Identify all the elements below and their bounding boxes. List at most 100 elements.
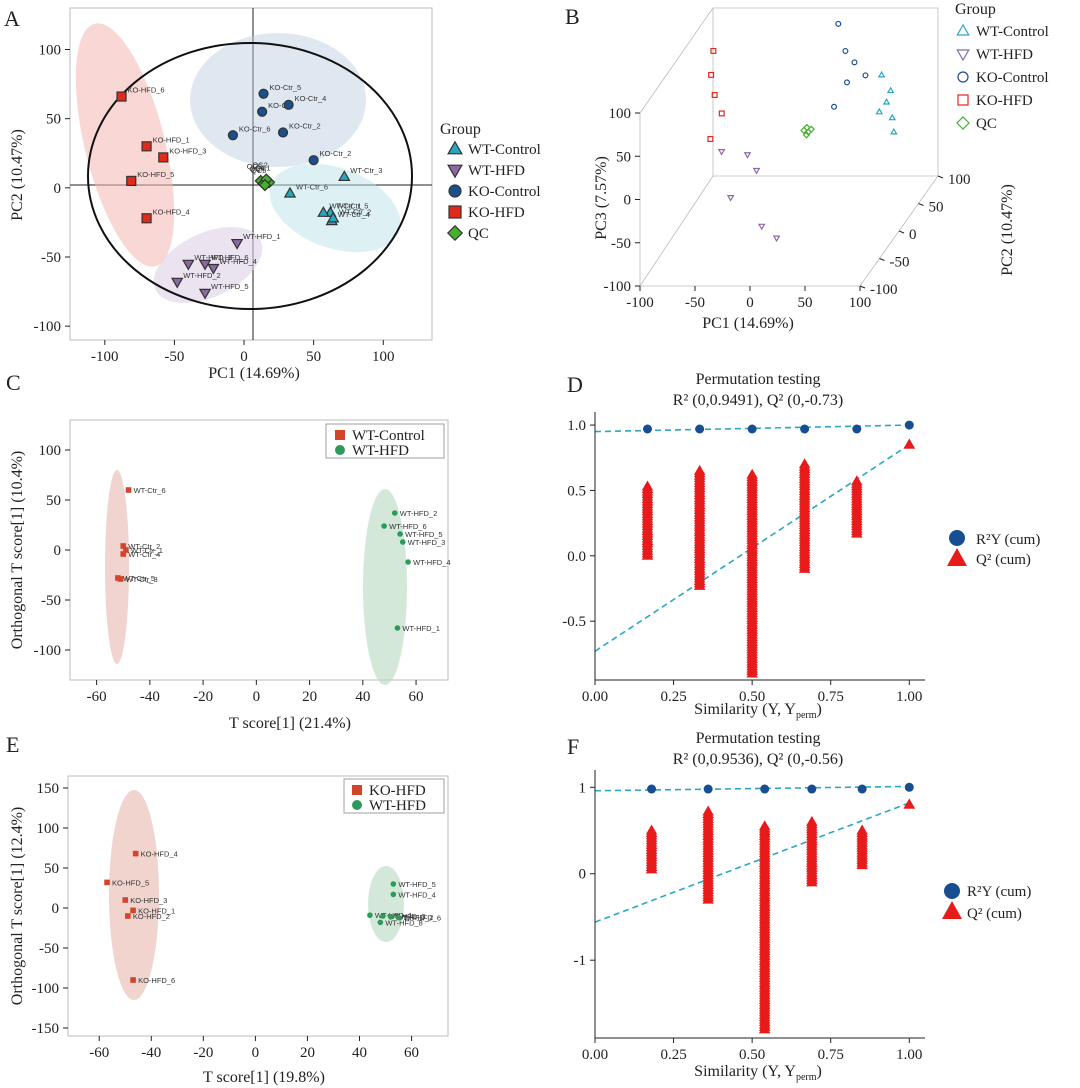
panel-e-point-label: KO-HFD_6 [138,976,175,985]
panel-c-point [394,625,401,631]
panel-a-point [141,141,152,152]
panel-d: D Permutation testing R² (0,0.9491), Q² … [562,371,1040,721]
panel-a-axes: -100 -50 0 50 100 -100 -50 0 50 100 [34,43,395,366]
panel-a-y-tick-label: 50 [46,112,61,128]
panel-a-point-label: WT-HFD_1 [243,232,280,241]
panel-b-point [711,91,718,98]
panel-e-point-label: WT-HFD_4 [398,890,436,899]
panel-a-point-label: WT-HFD_6 [211,253,249,262]
panel-e-point [387,914,394,920]
panel-e-point-label: WT-HFD_2 [396,913,434,922]
panel-d-y-tick-label: 0.5 [567,483,586,499]
panel-c-points: WT-Ctr_6 WT-Ctr_2WT-Ctr_1WT-Ctr_4 WT-Ctr_3… [115,486,451,633]
panel-e-point [122,897,129,903]
panel-b-points [707,20,898,243]
panel-a-point-label: KO-HFD_5 [137,170,174,179]
panel-a-legend-marker [447,164,463,179]
panel-a-point [126,175,137,187]
panel-a-x-tick-label: 100 [372,349,395,365]
panel-e-points: KO-HFD_4 KO-HFD_5 KO-HFD_3KO-HFD_1KO-HFD_2… [104,850,441,985]
panel-b-point [888,113,897,121]
panel-a-point [182,259,195,271]
panel-e-point-label: KO-HFD_5 [112,878,149,887]
panel-a-point-label: WT-HFD_4 [219,257,257,266]
panel-a-point-label: WT-Ctr_6 [296,182,328,191]
panel-b-point [886,86,895,94]
panel-e-x-tick-label: -20 [193,1045,213,1061]
panel-b-z-tick-label: -50 [611,236,631,252]
panel-f-r2y-point [647,784,657,794]
panel-a-point-label: KO-HFD_1 [153,135,190,144]
panel-b-legend-label: WT-HFD [976,47,1033,63]
panel-d-q2-point [851,475,863,486]
panel-a-point-label: KO-Ctr [268,101,292,110]
panel-e-legend-marker [352,785,362,795]
panel-d-axes: 0.00 0.25 0.50 0.75 1.00 -0.5 0.0 0.5 1.0 [562,412,925,705]
panel-c-legend-label: WT-Control [352,428,425,444]
panel-c-x-tick-label: 0 [253,689,261,705]
panel-d-points [594,420,916,678]
panel-b-z-tick-label: -100 [604,279,632,295]
panel-a-legend-title: Group [440,121,481,138]
panel-e-point [395,914,402,921]
panel-a-point-label: QC2 [252,161,267,170]
panel-e-ylabel: Orthogonal T score[1] (12.4%) [9,807,26,1005]
panel-e-point [380,913,386,919]
panel-a-point-label: KO-Ctr_6 [239,124,271,133]
panel-a-point [317,206,330,217]
panel-a-point [116,91,127,102]
panel-d-x-tick-label: 1.00 [896,689,922,705]
panel-f-y-tick-label: 0 [579,867,587,883]
panel-a-points: WT-Ctr_3 WT-Ctr_6 WT-Ctr_5WT-Ctr_1WT-Ctr_4… [116,83,382,300]
panel-d-legend-r2y-marker [949,530,965,546]
panel-c-point [405,559,411,565]
panel-e-point [132,850,139,857]
panel-e-xlabel: T score[1] (19.8%) [203,1069,325,1086]
panel-a-legend-label: KO-Control [468,184,541,200]
panel-b-point [802,131,811,139]
panel-a-y-tick-label: -100 [34,319,62,335]
panel-c-wt-hfd-ellipse [363,489,407,685]
panel-d-subtitle: R² (0,0.9491), Q² (0,-0.73) [673,392,843,409]
panel-b-y-tick [898,230,905,234]
panel-b-y-tick-label: -50 [890,255,910,271]
panel-b-3d-box [639,7,939,287]
panel-b-point [831,103,838,110]
panel-e-point [390,891,397,898]
panel-f-r2y-point [857,784,867,794]
panel-f-label: F [567,734,579,759]
panel-b-x-tick-label: 100 [849,295,872,311]
panel-a-point-label: WT-Ctr_4 [338,210,370,219]
panel-e-point [390,881,397,887]
panel-f-legend-q2: Q² (cum) [967,906,1022,922]
panel-a-point [338,170,351,181]
panel-b-y-tick [859,285,866,289]
panel-e-x-tick-label: 40 [352,1045,367,1061]
panel-e-point [367,912,373,918]
panel-e-point-label: KO-HFD_2 [133,912,170,921]
panel-d-x-tick-label: 0.75 [818,689,844,705]
panel-e-point-label: WT-HFD_3 [388,912,426,921]
panel-d-legend: R²Y (cum) Q² (cum) [947,530,1040,568]
panel-a-hotelling-ellipse [87,42,413,310]
panel-c-point [115,575,121,581]
panel-f-x-tick-label: 1.00 [896,1047,922,1063]
panel-f-r2y-point [760,784,770,794]
panel-b-legend-marker [957,71,969,83]
panel-b-legend-marker [956,116,970,130]
panel-a-legend-label: KO-HFD [468,205,525,221]
panel-a-point [227,130,238,141]
panel-d-r2y-point [747,424,757,434]
panel-c-point-label: WT-Ctr_6 [134,486,166,495]
panel-a-point-label: QC4 [250,165,265,174]
panel-a-x-tick-label: 0 [240,349,248,365]
panel-d-r2y-point [800,424,810,434]
panel-b-point [843,79,850,86]
panel-f-q2-point [645,824,658,835]
panel-d-q2-point [693,464,706,475]
panel-f-title: Permutation testing [696,730,821,747]
panel-b-point [835,20,842,27]
panel-d-r2y-point [904,420,914,430]
panel-b-point [851,59,858,66]
panel-c-label: C [6,370,21,395]
